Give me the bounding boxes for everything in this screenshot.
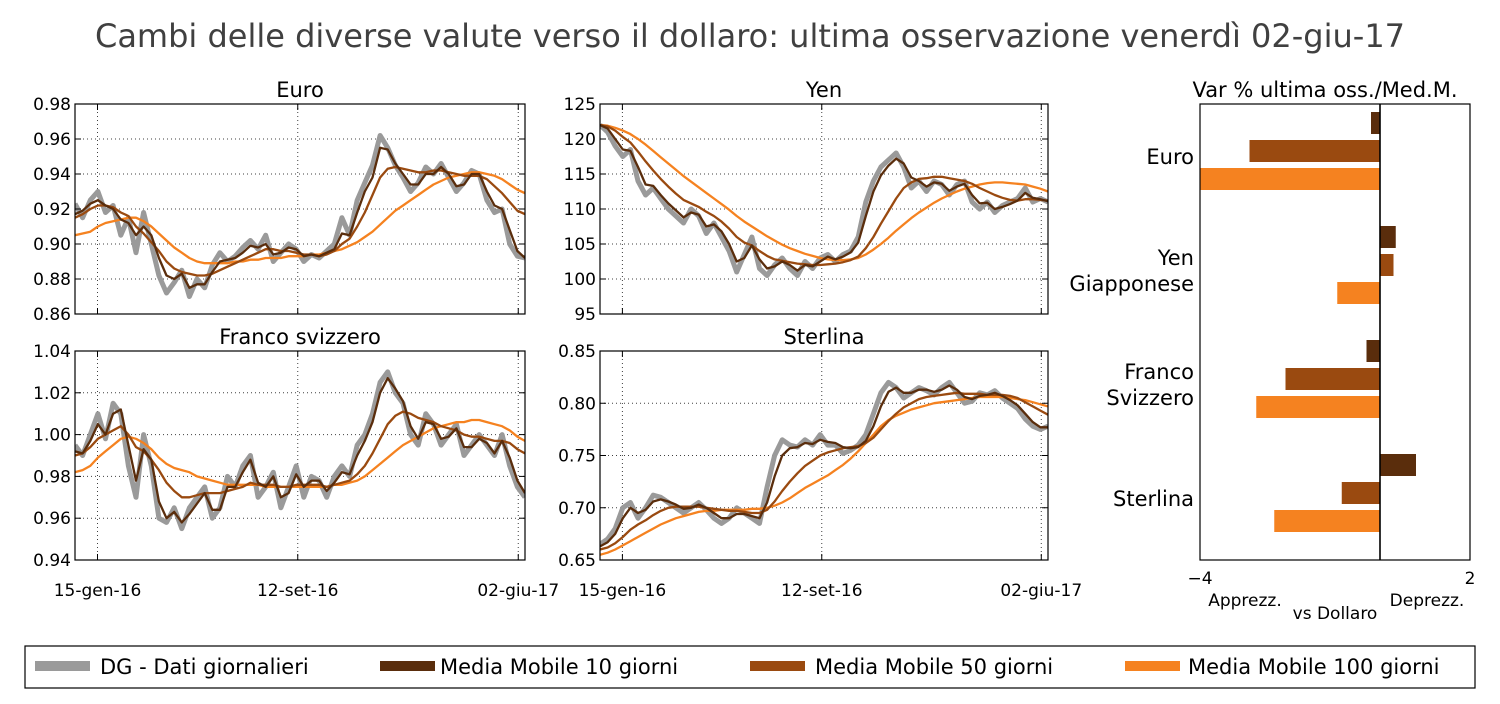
bar-daily-2 <box>1366 340 1380 362</box>
bar-daily-3 <box>1380 454 1416 476</box>
series-line-ma10 <box>600 123 1048 272</box>
x-tick-label: 15-gen-16 <box>579 581 667 601</box>
y-tick-label: 0.85 <box>558 342 596 362</box>
legend-label-ma100: Media Mobile 100 giorni <box>1188 655 1440 679</box>
y-tick-label: 0.65 <box>558 551 596 571</box>
x-tick-label: 12-set-16 <box>257 581 339 601</box>
y-tick-label: 0.94 <box>33 165 71 185</box>
category-label: Yen <box>1157 246 1194 270</box>
series-group <box>75 133 525 299</box>
category-label: Svizzero <box>1106 386 1194 410</box>
right-note-deprezz: Deprezz. <box>1390 591 1465 611</box>
series-line-daily <box>600 123 1048 278</box>
bar-ma10-0 <box>1249 140 1380 162</box>
y-tick-label: 120 <box>564 130 596 150</box>
y-tick-label: 0.96 <box>33 509 71 529</box>
x-tick-label: −4 <box>1187 569 1212 589</box>
category-label: Giapponese <box>1069 272 1194 296</box>
category-label: Franco <box>1124 360 1194 384</box>
y-tick-label: 1.02 <box>33 384 71 404</box>
panel-title: Sterlina <box>784 325 865 349</box>
series-line-ma10 <box>600 384 1048 548</box>
bar-ma50-3 <box>1274 510 1380 532</box>
category-label: Euro <box>1146 145 1194 169</box>
bar-ma10-2 <box>1285 368 1380 390</box>
bar-daily-0 <box>1371 112 1380 134</box>
panel-sterlina <box>599 350 1049 561</box>
y-tick-label: 95 <box>574 305 596 325</box>
series-line-daily <box>75 133 525 299</box>
series-line-ma100 <box>75 418 525 489</box>
panel-var-bars <box>1199 103 1471 561</box>
series-line-ma100 <box>600 395 1048 556</box>
legend-label-ma50: Media Mobile 50 giorni <box>815 655 1053 679</box>
bars-group <box>1200 112 1416 532</box>
x-tick-label: 02-giu-17 <box>477 581 559 601</box>
series-line-ma100 <box>600 123 1048 262</box>
series-group <box>75 369 525 532</box>
y-tick-label: 0.88 <box>33 270 71 290</box>
panel-euro <box>74 103 526 315</box>
y-tick-label: 0.98 <box>33 467 71 487</box>
bar-ma50-1 <box>1337 282 1380 304</box>
y-tick-label: 0.70 <box>558 499 596 519</box>
y-tick-label: 1.04 <box>33 342 71 362</box>
panel-title: Yen <box>805 78 842 102</box>
legend-label-ma10: Media Mobile 10 giorni <box>440 655 678 679</box>
y-tick-label: 0.90 <box>33 235 71 255</box>
y-tick-label: 0.75 <box>558 447 596 467</box>
y-tick-label: 125 <box>564 95 596 115</box>
legend-label-daily: DG - Dati giornalieri <box>100 655 309 679</box>
main-title: Cambi delle diverse valute verso il doll… <box>95 17 1405 55</box>
y-tick-label: 100 <box>564 270 596 290</box>
y-tick-label: 0.96 <box>33 130 71 150</box>
panel-yen <box>599 103 1049 315</box>
series-group <box>600 123 1048 278</box>
series-line-ma50 <box>600 391 1048 551</box>
center-note: vs Dollaro <box>1293 604 1378 624</box>
x-tick-label: 02-giu-17 <box>1000 581 1082 601</box>
series-line-ma10 <box>75 146 525 289</box>
category-label: Sterlina <box>1113 487 1194 511</box>
bar-ma50-2 <box>1256 396 1380 418</box>
series-group <box>600 379 1048 556</box>
plot-frame <box>74 350 526 561</box>
y-tick-label: 0.94 <box>33 551 71 571</box>
panel-title: Franco svizzero <box>219 325 381 349</box>
x-tick-label: 12-set-16 <box>781 581 863 601</box>
y-tick-label: 0.86 <box>33 305 71 325</box>
legend: DG - Dati giornalieri Media Mobile 10 gi… <box>24 645 1476 689</box>
bar-ma50-0 <box>1200 168 1380 190</box>
y-tick-label: 0.98 <box>33 95 71 115</box>
series-line-daily <box>600 379 1048 547</box>
series-line-ma10 <box>75 377 525 524</box>
bar-ma10-3 <box>1341 482 1380 504</box>
panel-title: Var % ultima oss./Med.M. <box>1192 78 1457 102</box>
y-tick-label: 105 <box>564 235 596 255</box>
x-tick-label: 2 <box>1465 569 1476 589</box>
y-tick-label: 0.92 <box>33 200 71 220</box>
y-tick-label: 110 <box>564 200 596 220</box>
y-tick-label: 115 <box>564 165 596 185</box>
left-note-apprezz: Apprezz. <box>1208 591 1282 611</box>
panel-title: Euro <box>276 78 324 102</box>
plot-frame <box>1199 103 1471 561</box>
y-tick-label: 0.80 <box>558 394 596 414</box>
panel-franco-svizzero <box>74 350 526 561</box>
series-line-ma50 <box>600 123 1048 267</box>
bar-daily-1 <box>1380 226 1396 248</box>
bar-ma10-1 <box>1380 254 1394 276</box>
x-tick-label: 15-gen-16 <box>54 581 142 601</box>
y-tick-label: 1.00 <box>33 426 71 446</box>
